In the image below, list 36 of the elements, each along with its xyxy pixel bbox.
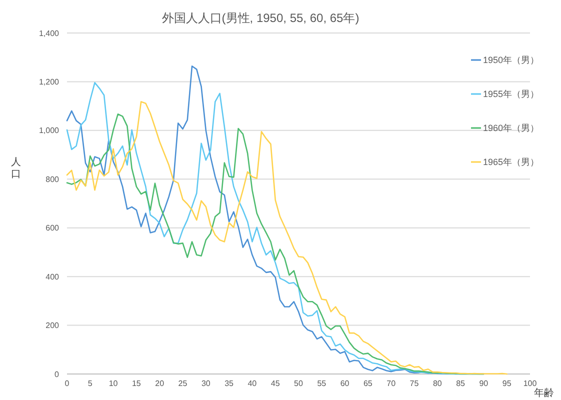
y-tick-label: 1,000 — [38, 126, 60, 136]
x-tick-label: 70 — [386, 379, 396, 388]
x-tick-label: 85 — [456, 379, 466, 388]
legend-label: 1965年（男） — [483, 157, 540, 168]
y-tick-label: 200 — [46, 321, 60, 330]
x-tick-label: 35 — [224, 379, 234, 388]
y-tick-label: 600 — [46, 224, 60, 233]
x-tick-label: 40 — [248, 379, 258, 388]
x-tick-label: 50 — [294, 379, 304, 388]
x-tick-label: 100 — [523, 379, 538, 388]
x-tick-label: 20 — [155, 379, 165, 388]
x-tick-label: 15 — [132, 379, 142, 388]
x-tick-label: 5 — [88, 379, 93, 388]
x-tick-label: 75 — [410, 379, 420, 388]
y-tick-label: 1,400 — [38, 28, 60, 38]
x-tick-label: 95 — [502, 379, 512, 388]
y-tick-label: 0 — [54, 370, 60, 379]
chart-title: 外国人人口(男性, 1950, 55, 60, 65年) — [162, 11, 360, 25]
y-axis-title: 人口 — [11, 157, 21, 180]
x-tick-label: 55 — [317, 379, 327, 388]
x-tick-label: 60 — [340, 379, 350, 388]
y-tick-label: 1,200 — [38, 78, 60, 87]
legend-label: 1960年（男） — [483, 123, 540, 134]
x-tick-label: 80 — [432, 379, 442, 388]
x-tick-label: 45 — [270, 379, 280, 388]
x-tick-label: 65 — [363, 379, 373, 388]
x-tick-label: 0 — [64, 379, 70, 388]
legend-label: 1950年（男） — [483, 55, 540, 66]
y-tick-label: 400 — [46, 272, 60, 282]
legend-label: 1955年（男） — [483, 89, 540, 100]
x-axis-title: 年齢 — [534, 387, 554, 399]
x-tick-label: 30 — [201, 379, 211, 388]
x-tick-label: 25 — [178, 379, 188, 388]
x-tick-label: 90 — [479, 379, 489, 388]
y-tick-label: 800 — [46, 174, 60, 184]
x-tick-label: 10 — [108, 379, 118, 388]
